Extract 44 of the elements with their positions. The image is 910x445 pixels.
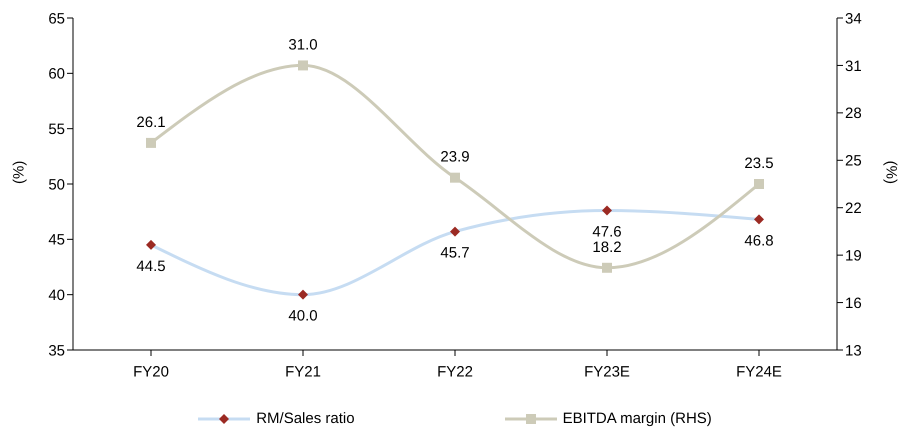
point [602,206,612,216]
point [450,172,460,183]
point [450,226,460,237]
legend-label: EBITDA margin (RHS) [562,410,712,427]
point [298,60,308,70]
data-label: 44.5 [136,258,166,275]
y-tick-label: 35 [48,342,65,360]
data-label: 47.6 [592,224,622,241]
y2-tick-label: 31 [845,58,862,75]
y-tick-label: 40 [48,286,65,304]
y2-tick-label: 28 [845,105,862,122]
y2-axis-title: (%) [882,160,900,184]
data-label: 23.9 [440,148,470,166]
point [146,138,156,148]
data-label: 45.7 [440,244,470,262]
data-label: 23.5 [744,155,774,172]
data-label: 31.0 [288,36,318,54]
y2-tick-label: 19 [845,247,862,264]
x-tick-label: FY23E [584,364,630,381]
y-tick-label: 60 [48,66,65,83]
y-tick-label: 45 [48,232,65,249]
data-label: 26.1 [136,114,166,131]
x-tick-label: FY21 [285,364,321,381]
y-tick-label: 65 [48,10,65,28]
point [754,214,764,224]
point [754,179,764,189]
y2-tick-label: 25 [845,152,862,170]
y2-tick-label: 13 [845,342,862,360]
x-tick-label: FY22 [437,364,473,381]
y-tick-label: 55 [48,120,65,138]
point [298,290,308,300]
point [602,262,612,273]
x-tick-label: FY20 [133,364,169,381]
data-label: 46.8 [744,232,774,250]
legend-label: RM/Sales ratio [256,410,355,427]
data-label: 18.2 [592,238,622,256]
point [146,240,156,250]
y-axis-title: (%) [10,160,28,184]
y2-tick-label: 16 [845,294,862,312]
y2-tick-label: 22 [845,200,862,218]
y-tick-label: 50 [48,176,65,194]
x-tick-label: FY24E [736,364,782,381]
y2-tick-label: 34 [845,10,862,28]
data-label: 40.0 [288,308,318,325]
